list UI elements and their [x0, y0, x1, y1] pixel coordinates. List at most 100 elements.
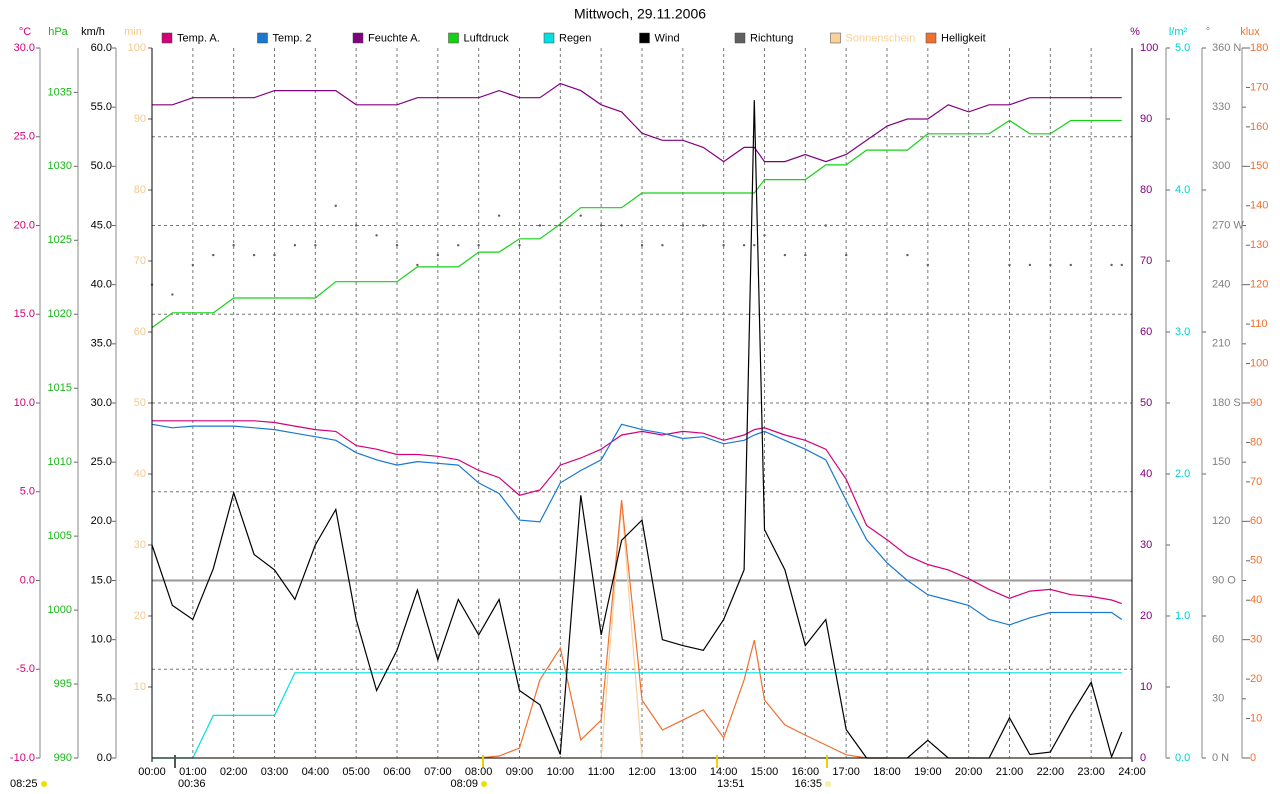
direction-dot — [477, 244, 480, 247]
direction-dot — [354, 224, 358, 227]
axis-unit: ° — [1206, 26, 1210, 38]
x-tick-label: 05:00 — [342, 766, 370, 778]
grid — [36, 47, 1250, 762]
annotation: 16:35 — [794, 778, 822, 790]
legend-label: Temp. 2 — [273, 32, 312, 44]
y-tick-label: 0 N — [1212, 752, 1229, 764]
annotation: 00:36 — [178, 778, 206, 790]
axis-unit: hPa — [48, 26, 68, 38]
direction-dot — [844, 253, 848, 257]
y-tick-label: 120 — [1250, 279, 1268, 291]
y-tick-label: 20.0 — [91, 515, 112, 527]
y-tick-label: 1.0 — [1175, 610, 1190, 622]
y-tick-label: 80 — [1250, 436, 1262, 448]
x-tick-label: 19:00 — [914, 766, 942, 778]
y-tick-label: 45.0 — [91, 219, 112, 231]
y-tick-label: 0.0 — [20, 574, 35, 586]
direction-dot — [804, 253, 807, 257]
x-tick-label: 24:00 — [1118, 766, 1146, 778]
x-tick-label: 17:00 — [832, 766, 860, 778]
direction-dot — [722, 244, 725, 247]
y-tick-label: 140 — [1250, 200, 1268, 212]
x-tick-label: 08:00 — [465, 766, 493, 778]
y-tick-label: 3.0 — [1175, 326, 1190, 338]
y-tick-label: 80 — [134, 184, 146, 196]
y-tick-label: 180 — [1250, 42, 1268, 54]
chart-title: Mittwoch, 29.11.2006 — [574, 6, 706, 22]
direction-dot — [906, 253, 909, 257]
y-tick-label: 15.0 — [91, 574, 112, 586]
y-tick-label: 180 S — [1212, 397, 1241, 409]
axis-unit: °C — [19, 26, 31, 38]
x-tick-label: 18:00 — [873, 766, 901, 778]
y-tick-label: 90 — [1140, 113, 1152, 125]
legend-swatch — [734, 32, 746, 44]
y-tick-label: 330 — [1212, 101, 1230, 113]
direction-dot — [293, 244, 297, 247]
y-tick-label: 60.0 — [91, 42, 112, 54]
series-line — [478, 499, 887, 759]
legend-label: Richtung — [750, 32, 793, 44]
direction-dot — [395, 244, 399, 247]
series-line — [152, 420, 1122, 605]
y-tick-label: 40.0 — [91, 279, 112, 291]
axis-unit: klux — [1240, 26, 1260, 38]
y-tick-label: 50 — [1250, 555, 1262, 567]
direction-dot — [1049, 263, 1052, 267]
sun-icon — [481, 781, 487, 787]
y-tick-label: 240 — [1212, 279, 1230, 291]
x-tick-label: 22:00 — [1037, 766, 1065, 778]
legend-label: Helligkeit — [941, 32, 986, 44]
y-tick-label: 120 — [1212, 515, 1230, 527]
y-tick-label: 25.0 — [14, 131, 35, 143]
y-tick-label: 270 W — [1212, 219, 1244, 231]
y-tick-label: 5.0 — [97, 693, 112, 705]
annotation: 13:51 — [717, 778, 745, 790]
direction-dot — [1008, 263, 1011, 267]
x-tick-label: 03:00 — [261, 766, 289, 778]
y-tick-label: 50 — [1140, 397, 1152, 409]
y-tick-label: 90 — [134, 113, 146, 125]
y-tick-label: 60 — [1250, 515, 1262, 527]
y-tick-label: 35.0 — [91, 338, 112, 350]
series-line — [152, 672, 1122, 759]
direction-dot — [1110, 263, 1113, 267]
y-tick-label: 70 — [134, 255, 146, 267]
direction-dot — [232, 244, 235, 247]
direction-dot — [191, 263, 195, 267]
y-tick-label: 80 — [1140, 184, 1152, 196]
x-tick-label: 04:00 — [302, 766, 330, 778]
axis-unit: km/h — [81, 26, 105, 38]
annotation: 08:25 — [10, 778, 38, 790]
x-tick-label: 00:00 — [138, 766, 166, 778]
y-tick-label: 0 — [1140, 752, 1146, 764]
direction-dot — [783, 253, 787, 257]
y-tick-label: 0.0 — [1175, 752, 1190, 764]
direction-dot — [763, 234, 766, 237]
y-tick-label: 1035 — [48, 86, 72, 98]
y-tick-label: 60 — [1212, 634, 1224, 646]
x-tick-label: 11:00 — [588, 766, 615, 778]
y-tick-label: 360 N — [1212, 42, 1241, 54]
y-tick-label: 170 — [1250, 81, 1268, 93]
y-tick-label: 0 — [1250, 752, 1256, 764]
direction-dot — [538, 224, 542, 227]
direction-dot — [824, 224, 827, 227]
direction-dot — [681, 224, 685, 227]
y-tick-label: 50.0 — [91, 160, 112, 172]
legend-label: Regen — [559, 32, 591, 44]
sun-icon — [825, 781, 831, 787]
legend-label: Temp. A. — [177, 32, 220, 44]
direction-dot — [497, 214, 501, 217]
y-tick-label: 40 — [134, 468, 146, 480]
y-tick-label: 20 — [1140, 610, 1152, 622]
x-tick-label: 23:00 — [1077, 766, 1105, 778]
y-tick-label: 90 O — [1212, 574, 1236, 586]
direction-dot — [559, 224, 562, 227]
legend-label: Luftdruck — [464, 32, 510, 44]
legend-swatch — [925, 32, 937, 44]
direction-dot — [314, 244, 317, 247]
legend-label: Feuchte A. — [368, 32, 421, 44]
